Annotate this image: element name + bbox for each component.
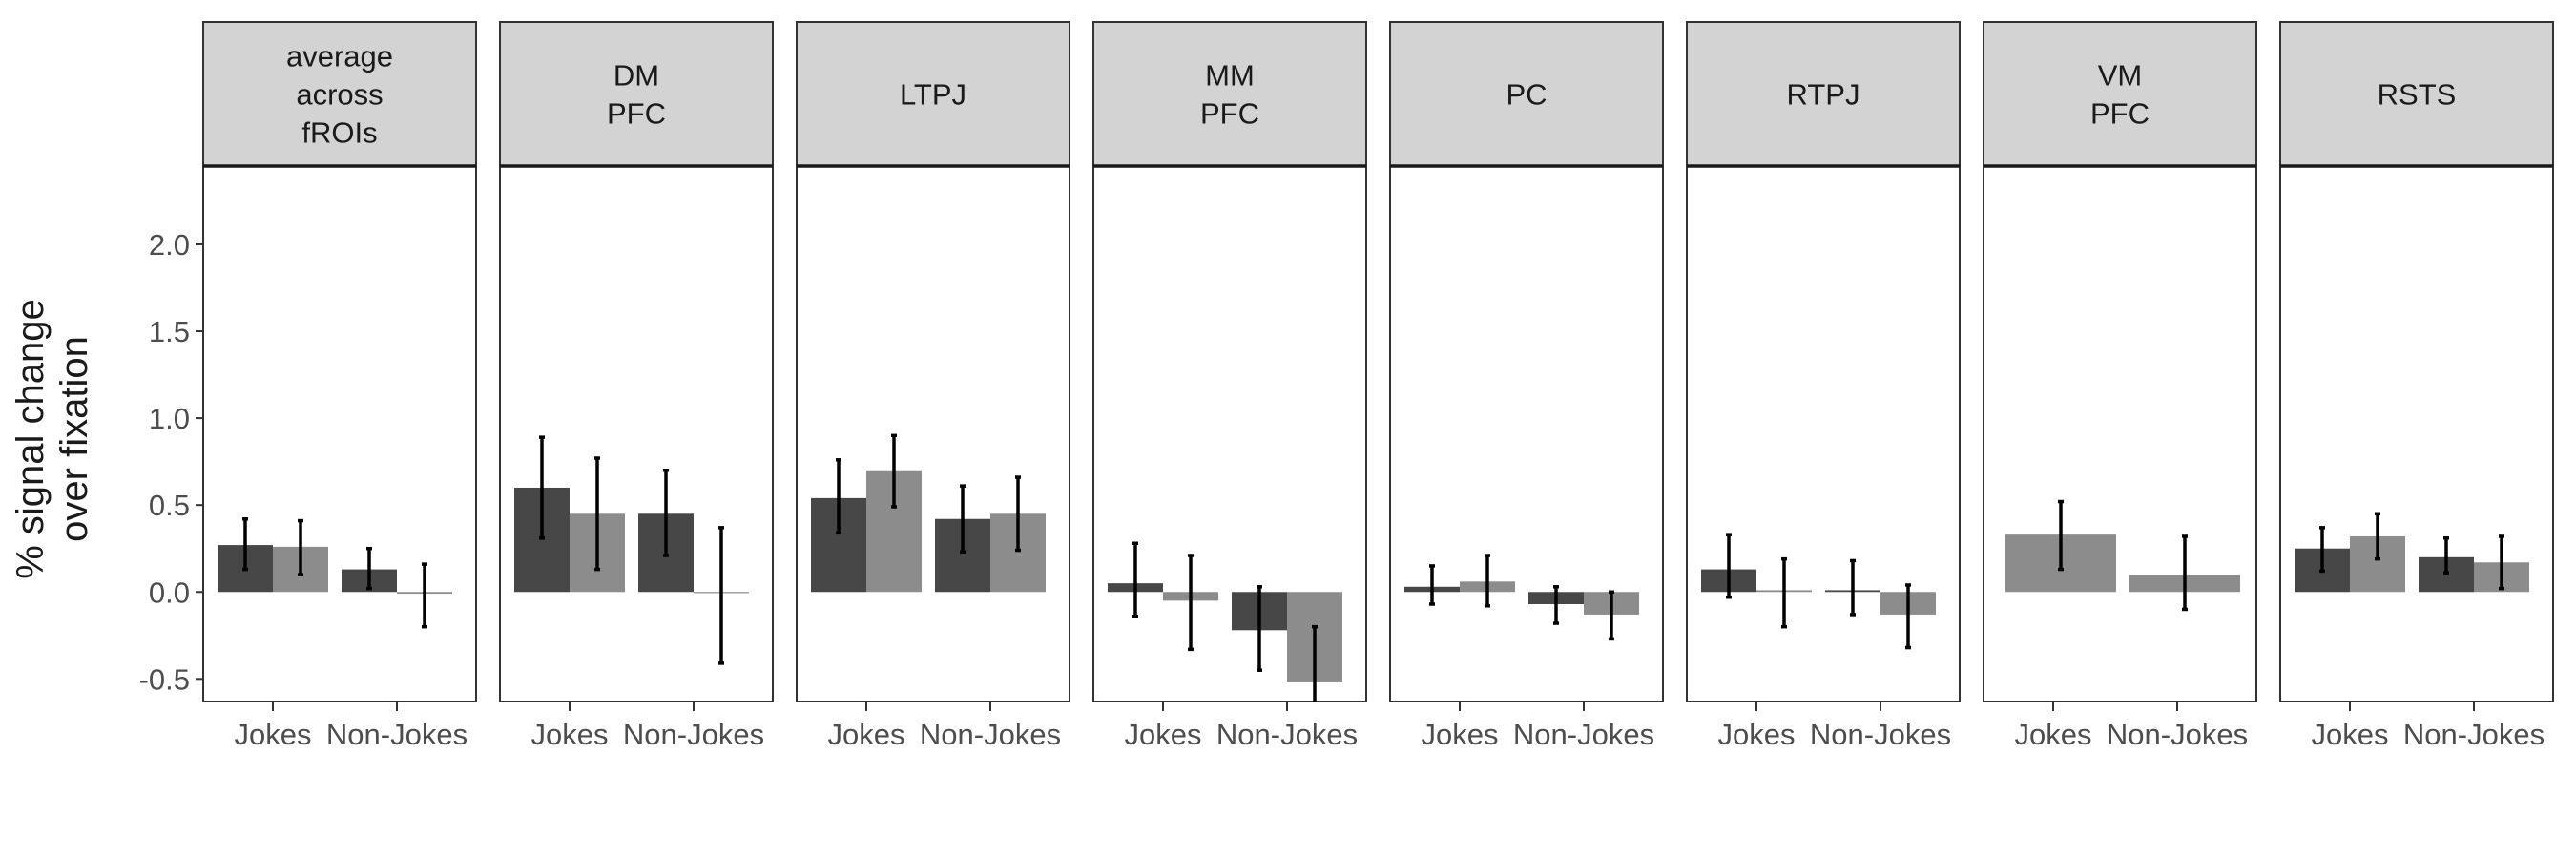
x-tick-label: Jokes [2312, 718, 2389, 751]
y-tick-label: 1.5 [149, 315, 190, 348]
panel-frame [1389, 165, 1664, 702]
panel-plot [1404, 554, 1639, 641]
facet-title: RTPJ [1787, 78, 1860, 112]
x-tick-label: Jokes [531, 718, 609, 751]
y-axis-label: % signal changeover fixation [10, 299, 95, 579]
facet-strip [499, 21, 774, 167]
facet-title: average [286, 40, 393, 73]
x-tick-label: Non-Jokes [920, 718, 1061, 751]
x-tick-label: Non-Jokes [1216, 718, 1358, 751]
panel-frame [202, 165, 477, 702]
facet-title: fROIs [301, 116, 377, 150]
facet-title: RSTS [2378, 78, 2457, 112]
panel-plot [1701, 533, 1936, 650]
facet-title: MM [1205, 59, 1255, 93]
facet-panel: average across fROIs Jokes Non-Jokes [202, 21, 477, 751]
facet-panel: VM PFC Jokes Non-Jokes [1983, 21, 2257, 751]
x-tick-label: Non-Jokes [1810, 718, 1951, 751]
y-tick-label: 0.5 [149, 489, 190, 522]
y-tick-label: 0.0 [149, 576, 190, 609]
x-tick-label: Jokes [2015, 718, 2092, 751]
facet-panel: PC Jokes Non-Jokes [1389, 21, 1664, 751]
panel-frame [499, 165, 774, 702]
facet-strip [796, 21, 1070, 167]
facet-strip [1983, 21, 2257, 167]
facet-title: DM [613, 59, 659, 93]
facet-panel: DM PFC Jokes Non-Jokes [499, 21, 774, 751]
y-tick-label: -0.5 [139, 662, 190, 696]
x-tick-label: Non-Jokes [1513, 718, 1654, 751]
facet-strip [1389, 21, 1664, 167]
y-axis-title-line: % signal change [10, 299, 52, 579]
panel-plot [218, 517, 452, 629]
facet-panel: LTPJ Jokes Non-Jokes [796, 21, 1070, 751]
panel-plot [514, 435, 749, 665]
x-tick-label: Non-Jokes [623, 718, 764, 751]
y-axis: -0.5 0.0 0.5 1.0 1.5 2.0 [139, 228, 203, 696]
facet-title: LTPJ [900, 78, 966, 112]
facet-panel: RTPJ Jokes Non-Jokes [1686, 21, 1961, 751]
facet-title: across [296, 78, 383, 112]
y-tick-label: 2.0 [149, 228, 190, 262]
x-tick-label: Jokes [235, 718, 312, 751]
panel-frame [1686, 165, 1961, 702]
x-tick-label: Non-Jokes [2107, 718, 2248, 751]
x-tick-label: Non-Jokes [326, 718, 467, 751]
facet-title: PFC [607, 97, 666, 131]
y-tick-label: 1.0 [149, 402, 190, 435]
panel-plot [2295, 512, 2529, 593]
facet-strip [2279, 21, 2554, 167]
facet-title: PFC [2090, 97, 2150, 131]
facet-panels: average across fROIs Jokes Non-Jokes DM PFC Jok… [202, 21, 2554, 751]
x-tick-label: Non-Jokes [2403, 718, 2545, 751]
x-tick-label: Jokes [1125, 718, 1202, 751]
x-tick-label: Jokes [828, 718, 905, 751]
facet-title: PFC [1200, 97, 1259, 131]
panel-plot [811, 433, 1046, 593]
panel-frame [1983, 165, 2257, 702]
panel-frame [2279, 165, 2554, 702]
facet-panel: RSTS Jokes Non-Jokes [2279, 21, 2554, 751]
panel-plot [1108, 541, 1342, 702]
facet-title: PC [1506, 78, 1547, 112]
y-axis-title-line: over fixation [53, 336, 95, 542]
panel-frame [796, 165, 1070, 702]
x-tick-label: Jokes [1718, 718, 1796, 751]
facet-panel: MM PFC Jokes Non-Jokes [1092, 21, 1367, 751]
facet-strip [1092, 21, 1367, 167]
facet-title: VM [2098, 59, 2143, 93]
facet-strip [1686, 21, 1961, 167]
panel-plot [2005, 499, 2240, 612]
x-tick-label: Jokes [1422, 718, 1499, 751]
y-axis-title: % signal changeover fixation [10, 299, 95, 579]
